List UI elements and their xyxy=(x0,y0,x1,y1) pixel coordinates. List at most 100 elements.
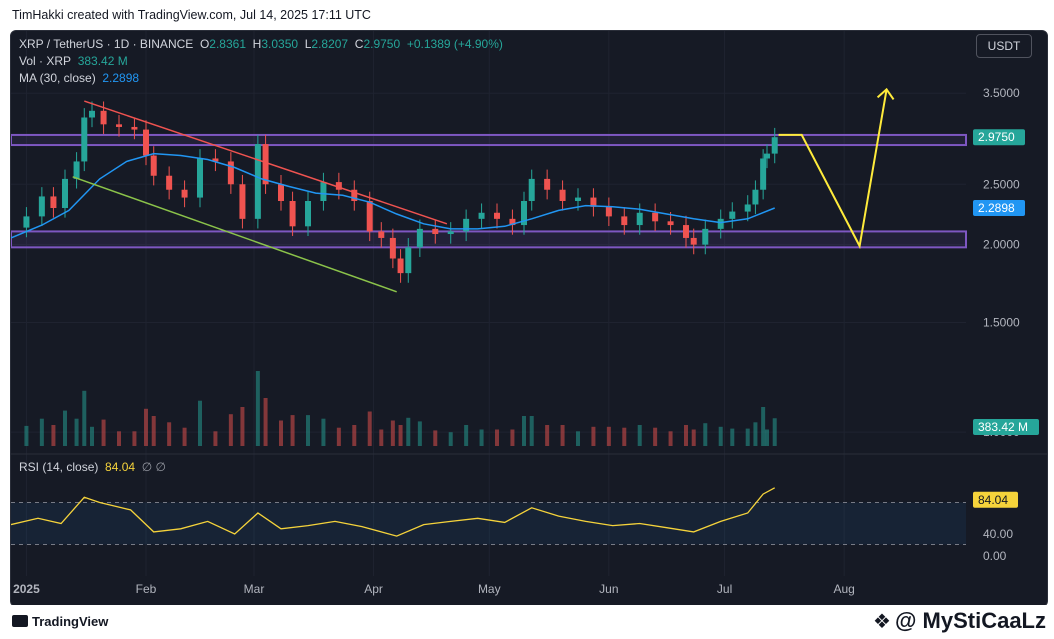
time-tick-label: Aug xyxy=(833,582,854,596)
volume-bar xyxy=(240,407,245,446)
volume-bar xyxy=(560,425,565,446)
ma-last-label-bg xyxy=(973,200,1025,217)
candle-body xyxy=(366,201,373,232)
volume-bar xyxy=(576,431,580,446)
candle-body xyxy=(397,258,404,274)
candle-body xyxy=(239,184,246,219)
rsi-legend[interactable]: RSI (14, close) 84.04 ∅ ∅ xyxy=(19,460,166,474)
candle-body xyxy=(81,117,88,162)
symbol-name[interactable]: XRP / TetherUS · 1D · BINANCE xyxy=(19,37,194,51)
volume-bar xyxy=(182,427,187,446)
candle-body xyxy=(544,178,551,190)
price-tick-label: 2.0000 xyxy=(983,238,1020,252)
volume-bar xyxy=(167,422,172,446)
candle-body xyxy=(494,212,500,219)
volume-bar xyxy=(495,429,499,446)
chart-credit: TimHakki created with TradingView.com, J… xyxy=(0,0,1054,30)
volume-bar xyxy=(398,425,403,446)
volume-bar xyxy=(510,429,515,446)
forecast-path xyxy=(778,89,888,250)
candle-body xyxy=(262,144,269,185)
volume-value: 383.42 M xyxy=(77,54,128,68)
volume-bar xyxy=(761,407,766,446)
time-tick-label: Jun xyxy=(599,582,618,596)
candle-body xyxy=(289,201,296,227)
volume-label: Vol · XRP xyxy=(19,54,72,68)
candle-body xyxy=(528,178,535,202)
candle-body xyxy=(744,204,751,212)
volume-bar xyxy=(51,425,56,446)
rsi-value: 84.04 xyxy=(105,460,136,474)
volume-bar xyxy=(82,390,87,446)
volume-bar xyxy=(290,415,295,446)
rsi-band xyxy=(11,502,966,545)
volume-bar xyxy=(321,418,326,446)
rsi-line xyxy=(11,487,776,537)
candle-body xyxy=(212,158,219,162)
volume-bar xyxy=(703,423,708,446)
candle-body xyxy=(150,155,157,176)
candle-body xyxy=(764,153,770,159)
rsi-last-label-bg xyxy=(973,491,1018,508)
time-tick-label: 2025 xyxy=(13,582,40,596)
volume-bar xyxy=(198,400,202,446)
candle-body xyxy=(50,196,57,208)
ma-legend[interactable]: MA (30, close) 2.2898 xyxy=(19,71,139,85)
high-value: 3.0350 xyxy=(261,37,299,51)
candle-body xyxy=(667,221,674,226)
candle-body xyxy=(62,178,68,208)
tradingview-logo-icon xyxy=(12,615,28,627)
ma-line xyxy=(11,152,775,239)
rsi-last-label-text: 84.04 xyxy=(978,493,1008,507)
volume-bar xyxy=(279,420,283,446)
candle-body xyxy=(389,237,396,259)
close-value: 2.9750 xyxy=(363,37,401,51)
volume-bar xyxy=(479,429,484,446)
candle-body xyxy=(760,158,767,190)
volume-bar xyxy=(90,426,94,446)
candle-body xyxy=(432,228,439,235)
low-value: 2.8207 xyxy=(311,37,349,51)
close-label: C xyxy=(354,37,364,51)
volume-bar xyxy=(684,425,688,446)
volume-bar xyxy=(448,432,453,446)
last-price-label-bg xyxy=(973,129,1025,146)
candle-body xyxy=(181,189,188,198)
candle-body xyxy=(447,231,454,235)
open-value: 2.8361 xyxy=(209,37,246,51)
volume-bar xyxy=(263,398,268,446)
candle-body xyxy=(116,124,122,127)
volume-bar xyxy=(379,429,384,446)
volume-bar xyxy=(591,426,596,446)
low-label: L xyxy=(304,37,312,51)
price-chart[interactable]: 3.50002.50002.00001.50001.000040.000.002… xyxy=(11,31,1047,606)
candle-body xyxy=(729,211,736,219)
volume-bar xyxy=(765,429,769,446)
candle-body xyxy=(378,231,385,238)
tradingview-logo[interactable]: TradingView xyxy=(12,614,108,629)
candle-body xyxy=(690,237,697,245)
rsi-label: RSI (14, close) xyxy=(19,460,99,474)
candle-body xyxy=(509,218,516,226)
volume-last-label-text: 383.42 M xyxy=(978,420,1028,434)
time-tick-label: May xyxy=(478,582,501,596)
candle-body xyxy=(636,212,643,226)
currency-button[interactable]: USDT xyxy=(976,34,1032,58)
time-tick-label: Feb xyxy=(136,582,157,596)
volume-bar xyxy=(367,411,372,446)
candle-body xyxy=(521,201,527,226)
time-tick-label: Mar xyxy=(244,582,265,596)
candle-body xyxy=(752,189,759,205)
candle-body xyxy=(683,225,689,238)
volume-bar xyxy=(74,418,79,446)
candle-body xyxy=(416,228,423,248)
volume-legend[interactable]: Vol · XRP 383.42 M xyxy=(19,54,128,68)
forecast-arrowhead xyxy=(876,87,895,100)
binance-icon: ❖ xyxy=(873,611,891,633)
candle-body xyxy=(335,182,342,190)
volume-bar xyxy=(117,431,121,446)
volume-bar xyxy=(433,430,438,446)
volume-last-label: 383.42 M xyxy=(973,419,1039,435)
chart-area[interactable]: 3.50002.50002.00001.50001.000040.000.002… xyxy=(10,30,1048,607)
change-value: +0.1389 (+4.90%) xyxy=(406,37,503,51)
